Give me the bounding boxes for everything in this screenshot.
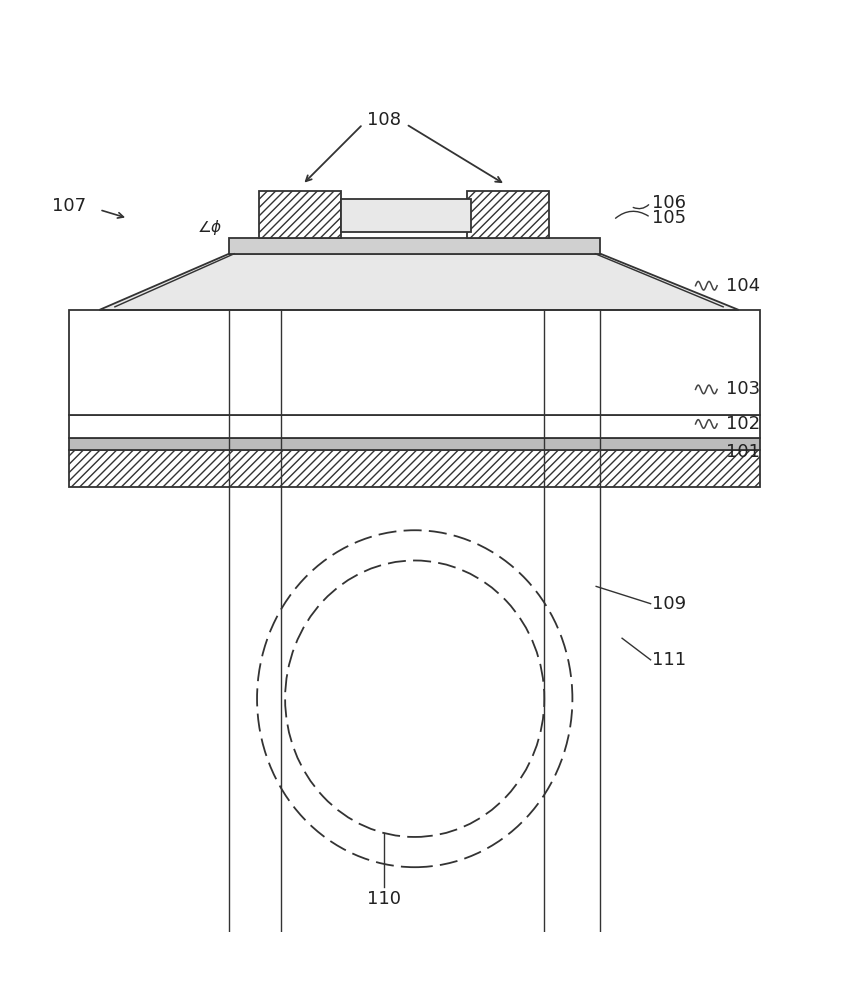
Bar (69, 450, 760, 487)
Text: 101: 101 (726, 443, 759, 461)
Text: 102: 102 (726, 415, 759, 433)
Text: 106: 106 (652, 194, 686, 212)
Text: 108: 108 (367, 111, 402, 129)
Bar (341, 199, 471, 232)
Text: 104: 104 (726, 277, 759, 295)
Text: 103: 103 (726, 380, 759, 398)
Polygon shape (99, 254, 739, 310)
Bar (69, 438, 760, 450)
Bar (69, 310, 760, 415)
Text: 107: 107 (52, 197, 86, 215)
Bar (69, 415, 760, 438)
Bar (259, 191, 341, 238)
Text: 110: 110 (367, 890, 402, 908)
Text: 105: 105 (652, 209, 686, 227)
Text: $\angle\phi$: $\angle\phi$ (197, 218, 222, 237)
Bar (229, 238, 600, 254)
Bar (467, 191, 549, 238)
Text: 109: 109 (652, 595, 686, 613)
Text: 111: 111 (652, 651, 686, 669)
